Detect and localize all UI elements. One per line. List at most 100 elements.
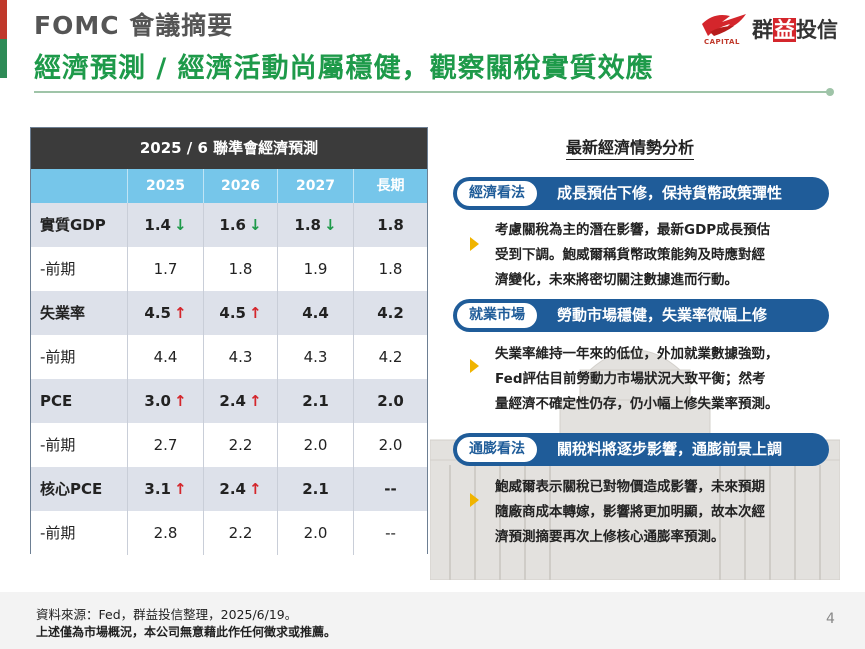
company-logo: CAPITAL 群益投信 xyxy=(700,10,860,46)
row-label: 失業率 xyxy=(31,291,128,335)
table-row: -前期 2.7 2.2 2.0 2.0 xyxy=(31,423,427,467)
table-cell: 4.2 xyxy=(354,335,427,379)
arrow-down-icon: ↓ xyxy=(174,216,187,234)
column-header: 長期 xyxy=(376,178,405,194)
cell-value: 2.0 xyxy=(303,524,328,542)
table-cell: 4.5 ↑ xyxy=(128,291,204,335)
cell-value: 4.3 xyxy=(303,348,328,366)
cell-value: -- xyxy=(384,480,397,498)
column-header: 2026 xyxy=(204,169,278,203)
section-inflation-text: 鮑威爾表示關稅已對物價造成影響，未來預期 隨廠商成本轉嫁，影響將更加明顯，故本次… xyxy=(495,479,765,545)
bullet-arrow-icon xyxy=(470,493,479,507)
table-cell: 4.4 xyxy=(278,291,354,335)
arrow-up-icon: ↑ xyxy=(174,392,187,410)
cell-value: 1.8 xyxy=(294,216,321,234)
table-cell: 1.8 ↓ xyxy=(278,203,354,247)
arrow-up-icon: ↑ xyxy=(249,304,262,322)
cell-value: 4.5 xyxy=(144,304,171,322)
table-row: PCE 3.0 ↑ 2.4 ↑ 2.1 2.0 xyxy=(31,379,427,423)
row-label: -前期 xyxy=(31,335,128,379)
cell-value: 4.2 xyxy=(377,304,404,322)
table-cell: 2.0 xyxy=(354,423,427,467)
table-cell: 4.2 xyxy=(354,291,427,335)
table-cell: 4.4 xyxy=(128,335,204,379)
arrow-down-icon: ↓ xyxy=(324,216,337,234)
cell-value: 1.7 xyxy=(153,260,178,278)
cell-value: 4.3 xyxy=(228,348,253,366)
table-cell: -- xyxy=(354,511,427,555)
cell-value: 1.6 xyxy=(219,216,246,234)
table-cell: 2.4 ↑ xyxy=(204,379,278,423)
table-row: -前期 4.4 4.3 4.3 4.2 xyxy=(31,335,427,379)
table-cell: 2.2 xyxy=(204,511,278,555)
cell-value: 2.1 xyxy=(302,392,329,410)
table-cell: 2.1 xyxy=(278,379,354,423)
table-cell: 2.1 xyxy=(278,467,354,511)
table-cell: 4.5 ↑ xyxy=(204,291,278,335)
table-cell: 1.7 xyxy=(128,247,204,291)
section-headline: 勞動市場穩健，失業率微幅上修 xyxy=(557,306,768,324)
footer xyxy=(0,592,865,649)
section-headline: 成長預估下修，保持貨幣政策彈性 xyxy=(557,184,783,202)
table-cell: 2.0 xyxy=(278,511,354,555)
table-header: 2025 2026 2027 長期 xyxy=(31,169,427,203)
cell-value: 2.8 xyxy=(153,524,178,542)
table-cell: 4.3 xyxy=(278,335,354,379)
cell-value: 4.4 xyxy=(302,304,329,322)
cell-value: 3.0 xyxy=(144,392,171,410)
capital-logo-icon xyxy=(702,14,746,36)
page-number: 4 xyxy=(826,611,835,627)
cell-value: 1.8 xyxy=(377,216,404,234)
table-cell: 1.6 ↓ xyxy=(204,203,278,247)
table-body: 實質GDP 1.4 ↓ 1.6 ↓ 1.8 ↓ 1.8 -前期 1.7 1.8 1.9 1.8 失業率 4.… xyxy=(31,203,427,555)
arrow-up-icon: ↑ xyxy=(249,392,262,410)
forecast-table: 2025 / 6 聯準會經濟預測 2025 2026 2027 長期 實質GDP… xyxy=(30,127,428,555)
section-tag: 通膨看法 xyxy=(456,436,538,463)
table-row: 失業率 4.5 ↑ 4.5 ↑ 4.4 4.2 xyxy=(31,291,427,335)
divider-dot xyxy=(826,88,834,96)
title-divider xyxy=(34,91,830,93)
row-label: PCE xyxy=(31,379,128,423)
table-title: 2025 / 6 聯準會經濟預測 xyxy=(31,128,427,169)
row-label: 實質GDP xyxy=(31,203,128,247)
table-cell: 2.2 xyxy=(204,423,278,467)
page-subtitle: 經濟預測 / 經濟活動尚屬穩健，觀察關稅實質效應 xyxy=(34,53,654,84)
section-inflation-pill: 通膨看法 關稅料將逐步影響，通膨前景上調 xyxy=(453,433,829,466)
cell-value: 2.1 xyxy=(302,480,329,498)
table-cell: 2.7 xyxy=(128,423,204,467)
table-cell: -- xyxy=(354,467,427,511)
cell-value: 2.0 xyxy=(377,392,404,410)
table-cell: 2.0 xyxy=(278,423,354,467)
row-label: -前期 xyxy=(31,511,128,555)
disclaimer: 上述僅為市場概況，本公司無意藉此作任何徵求或推薦。 xyxy=(36,625,337,639)
section-labor-text: 失業率維持一年來的低位，外加就業數據強勁， Fed評估目前勞動力市場狀況大致平衡… xyxy=(495,346,779,412)
table-row: 實質GDP 1.4 ↓ 1.6 ↓ 1.8 ↓ 1.8 xyxy=(31,203,427,247)
logo-caption: CAPITAL xyxy=(704,38,740,46)
section-economy-pill: 經濟看法 成長預估下修，保持貨幣政策彈性 xyxy=(453,177,829,210)
cell-value: 1.8 xyxy=(228,260,253,278)
section-economy-text: 考慮關稅為主的潛在影響，最新GDP成長預估 受到下調。鮑威爾稱貨幣政策能夠及時應… xyxy=(495,222,771,288)
accent-bar xyxy=(0,0,7,78)
bullet-arrow-icon xyxy=(470,237,479,251)
page-title: FOMC 會議摘要 xyxy=(34,11,234,40)
analysis-title: 最新經濟情勢分析 xyxy=(566,134,695,160)
table-row: 核心PCE 3.1 ↑ 2.4 ↑ 2.1 -- xyxy=(31,467,427,511)
cell-value: 2.0 xyxy=(378,436,403,454)
table-cell: 2.0 xyxy=(354,379,427,423)
row-label: -前期 xyxy=(31,247,128,291)
cell-value: 4.4 xyxy=(153,348,178,366)
table-cell: 3.1 ↑ xyxy=(128,467,204,511)
table-cell: 1.8 xyxy=(354,247,427,291)
cell-value: 2.7 xyxy=(153,436,178,454)
table-cell: 2.4 ↑ xyxy=(204,467,278,511)
column-header: 2027 xyxy=(278,169,354,203)
cell-value: -- xyxy=(385,524,396,542)
table-row: -前期 1.7 1.8 1.9 1.8 xyxy=(31,247,427,291)
row-label: -前期 xyxy=(31,423,128,467)
cell-value: 2.4 xyxy=(219,480,246,498)
arrow-up-icon: ↑ xyxy=(174,480,187,498)
cell-value: 3.1 xyxy=(144,480,171,498)
table-cell: 1.8 xyxy=(354,203,427,247)
cell-value: 2.4 xyxy=(219,392,246,410)
cell-value: 1.8 xyxy=(378,260,403,278)
